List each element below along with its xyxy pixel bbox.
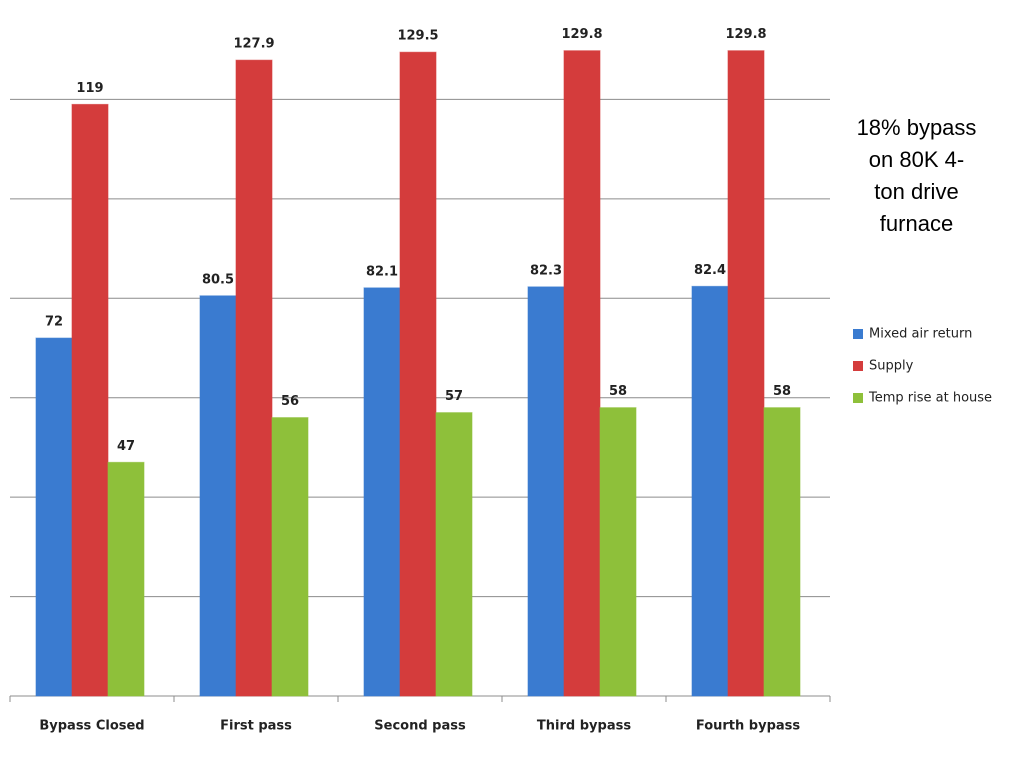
value-label: 57 bbox=[445, 389, 463, 404]
bar bbox=[763, 407, 801, 697]
value-label: 127.9 bbox=[233, 37, 274, 52]
bar bbox=[199, 295, 237, 697]
value-label: 56 bbox=[281, 394, 299, 409]
value-label: 129.5 bbox=[397, 29, 438, 44]
bar bbox=[527, 286, 565, 697]
value-label: 58 bbox=[609, 384, 627, 399]
bar bbox=[435, 412, 473, 697]
value-label: 129.8 bbox=[725, 27, 766, 42]
legend-swatch bbox=[853, 361, 863, 371]
bar bbox=[399, 51, 437, 697]
bar bbox=[563, 50, 601, 697]
bar bbox=[727, 50, 765, 697]
bar bbox=[599, 407, 637, 697]
x-tick-label: Bypass Closed bbox=[39, 719, 144, 734]
x-tick-label: First pass bbox=[220, 719, 292, 734]
bar bbox=[35, 337, 73, 697]
x-tick-label: Second pass bbox=[374, 719, 466, 734]
legend-label: Supply bbox=[869, 359, 914, 374]
bar bbox=[71, 103, 109, 697]
value-label: 58 bbox=[773, 384, 791, 399]
value-label: 82.3 bbox=[530, 263, 562, 278]
value-label: 129.8 bbox=[561, 27, 602, 42]
bar bbox=[363, 287, 401, 697]
legend-label: Mixed air return bbox=[869, 327, 972, 342]
value-label: 119 bbox=[76, 81, 103, 96]
value-label: 80.5 bbox=[202, 272, 234, 287]
bar bbox=[107, 461, 145, 697]
legend-swatch bbox=[853, 393, 863, 403]
bar bbox=[691, 285, 729, 697]
x-tick-label: Third bypass bbox=[537, 719, 631, 734]
value-label: 47 bbox=[117, 439, 135, 454]
value-label: 72 bbox=[45, 315, 63, 330]
value-label: 82.1 bbox=[366, 264, 398, 279]
bar bbox=[235, 59, 273, 697]
legend-swatch bbox=[853, 329, 863, 339]
value-label: 82.4 bbox=[694, 263, 726, 278]
legend-label: Temp rise at house bbox=[868, 391, 992, 406]
bar bbox=[271, 417, 309, 697]
x-tick-label: Fourth bypass bbox=[696, 719, 801, 734]
annotation: 18% bypass on 80K 4-ton drive furnace bbox=[856, 115, 977, 236]
